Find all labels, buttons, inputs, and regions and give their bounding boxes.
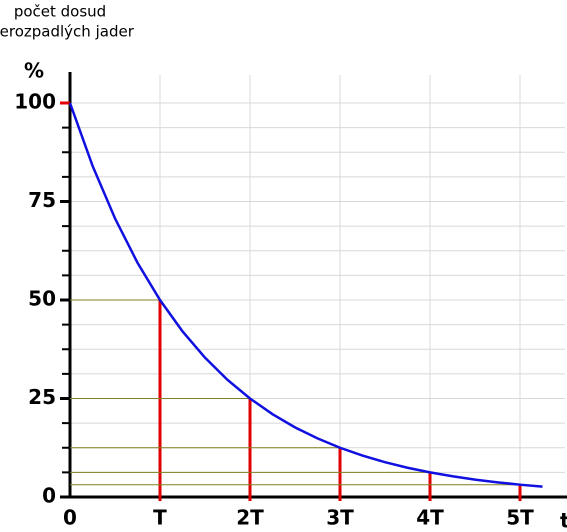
x-tick-label: T: [153, 506, 167, 530]
x-label: t: [560, 509, 567, 532]
y-label: počet dosud: [14, 3, 106, 21]
x-tick-label: 4T: [416, 506, 444, 530]
y-label: nerozpadlých jader: [0, 23, 135, 41]
y-tick-label: 75: [28, 188, 56, 212]
x-tick-label: 0: [63, 506, 77, 530]
y-tick-label: 100: [14, 90, 56, 114]
x-tick-label: 2T: [236, 506, 264, 530]
y-tick-label: 50: [28, 287, 56, 311]
y-tick-label: 25: [28, 385, 56, 409]
y-tick-label: 0: [42, 484, 56, 508]
y-unit: %: [24, 59, 44, 83]
x-tick-label: 5T: [506, 506, 534, 530]
decay-curve: [68, 102, 543, 488]
x-tick-label: 3T: [326, 506, 354, 530]
